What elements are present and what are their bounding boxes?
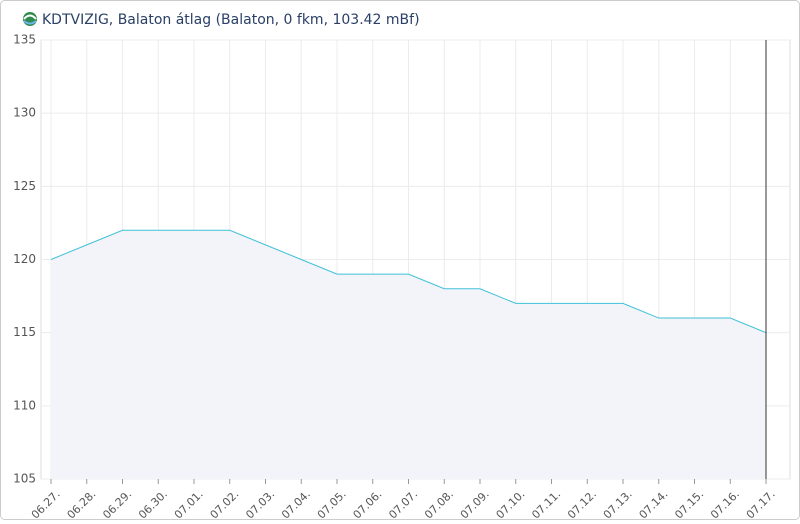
logo [23, 12, 37, 26]
chart-title: KDTVIZIG, Balaton átlag (Balaton, 0 fkm,… [42, 12, 420, 28]
y-tick-label: 125 [13, 179, 36, 193]
line [50, 229, 767, 334]
y-tick-label: 115 [13, 325, 36, 339]
y-tick-label: 135 [13, 33, 36, 47]
y-tick-label: 130 [13, 106, 36, 120]
y-tick-label: 105 [13, 472, 36, 486]
y-tick-label: 110 [13, 398, 36, 412]
area-fill [51, 230, 766, 479]
y-tick-label: 120 [13, 252, 36, 266]
